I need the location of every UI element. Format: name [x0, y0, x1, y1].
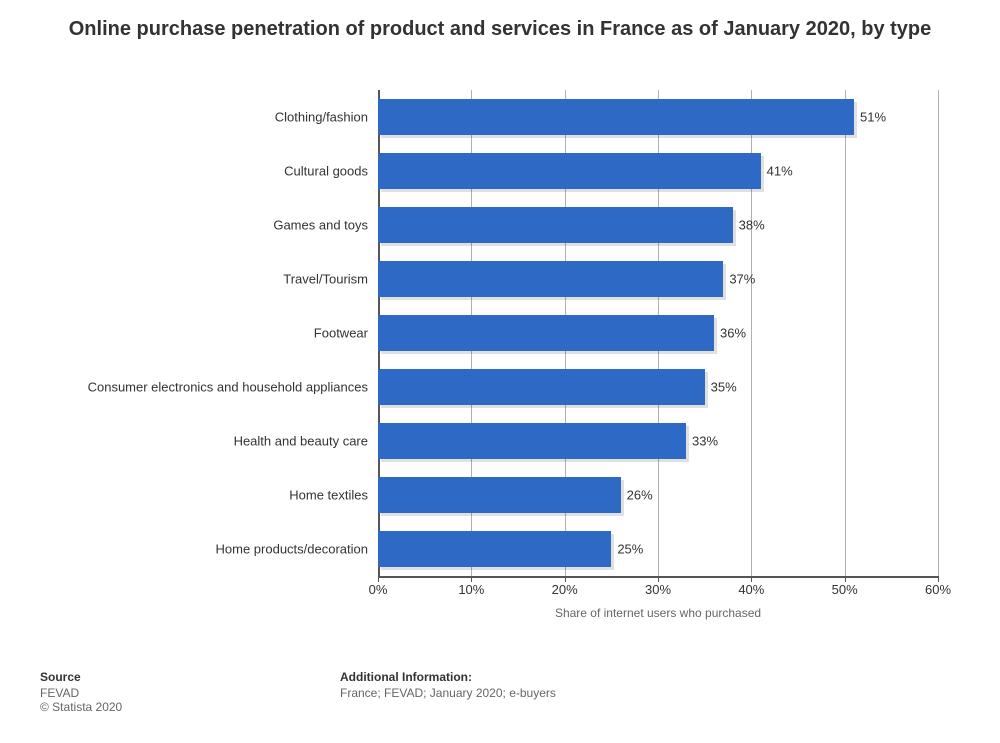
- info-heading: Additional Information:: [340, 670, 556, 684]
- chart-row: Cultural goods 41%: [0, 144, 1000, 198]
- chart-area: Clothing/fashion 51% Cultural goods 41% Game…: [0, 90, 1000, 636]
- bar-face: [378, 261, 723, 297]
- chart-row: Footwear 36%: [0, 306, 1000, 360]
- bar-face: [378, 477, 621, 513]
- category-label: Cultural goods: [284, 164, 368, 179]
- value-label: 25%: [617, 542, 643, 557]
- x-tick-label: 20%: [552, 582, 578, 597]
- bar-face: [378, 153, 761, 189]
- chart-row: Clothing/fashion 51%: [0, 90, 1000, 144]
- bar: [378, 477, 621, 513]
- copyright-text: © Statista 2020: [40, 700, 122, 714]
- x-tick-label: 0%: [369, 582, 388, 597]
- chart-row: Consumer electronics and household appli…: [0, 360, 1000, 414]
- bar: [378, 207, 733, 243]
- bar-face: [378, 315, 714, 351]
- bar: [378, 423, 686, 459]
- category-label: Consumer electronics and household appli…: [88, 380, 368, 395]
- chart-title: Online purchase penetration of product a…: [0, 0, 1000, 51]
- value-label: 26%: [627, 488, 653, 503]
- value-label: 33%: [692, 434, 718, 449]
- value-label: 41%: [767, 164, 793, 179]
- chart-row: Home textiles 26%: [0, 468, 1000, 522]
- bar-face: [378, 99, 854, 135]
- category-label: Health and beauty care: [234, 434, 368, 449]
- bar-face: [378, 369, 705, 405]
- bar: [378, 99, 854, 135]
- bar: [378, 315, 714, 351]
- bar: [378, 261, 723, 297]
- category-label: Travel/Tourism: [283, 272, 368, 287]
- source-heading: Source: [40, 670, 122, 684]
- x-tick-label: 60%: [925, 582, 951, 597]
- chart-row: Games and toys 38%: [0, 198, 1000, 252]
- value-label: 36%: [720, 326, 746, 341]
- bar-face: [378, 207, 733, 243]
- value-label: 51%: [860, 110, 886, 125]
- x-tick-label: 30%: [645, 582, 671, 597]
- category-label: Footwear: [314, 326, 368, 341]
- value-label: 37%: [729, 272, 755, 287]
- chart-row: Health and beauty care 33%: [0, 414, 1000, 468]
- x-tick-label: 10%: [458, 582, 484, 597]
- footer-source: Source FEVAD © Statista 2020: [40, 670, 122, 714]
- x-axis: 0% 10% 20% 30% 40% 50% 60% Share of internet us…: [0, 576, 1000, 636]
- bar: [378, 153, 761, 189]
- category-label: Home textiles: [289, 488, 368, 503]
- bar: [378, 531, 611, 567]
- info-body: France; FEVAD; January 2020; e-buyers: [340, 686, 556, 700]
- chart-row: Home products/decoration 25%: [0, 522, 1000, 576]
- category-label: Games and toys: [273, 218, 368, 233]
- source-body: FEVAD: [40, 686, 122, 700]
- bar-face: [378, 423, 686, 459]
- value-label: 35%: [711, 380, 737, 395]
- chart-row: Travel/Tourism 37%: [0, 252, 1000, 306]
- x-tick-label: 50%: [832, 582, 858, 597]
- x-tick-label: 40%: [738, 582, 764, 597]
- x-axis-label: Share of internet users who purchased: [378, 606, 938, 620]
- bar-face: [378, 531, 611, 567]
- footer-info: Additional Information: France; FEVAD; J…: [340, 670, 556, 700]
- value-label: 38%: [739, 218, 765, 233]
- category-label: Clothing/fashion: [275, 110, 368, 125]
- category-label: Home products/decoration: [216, 542, 368, 557]
- bar: [378, 369, 705, 405]
